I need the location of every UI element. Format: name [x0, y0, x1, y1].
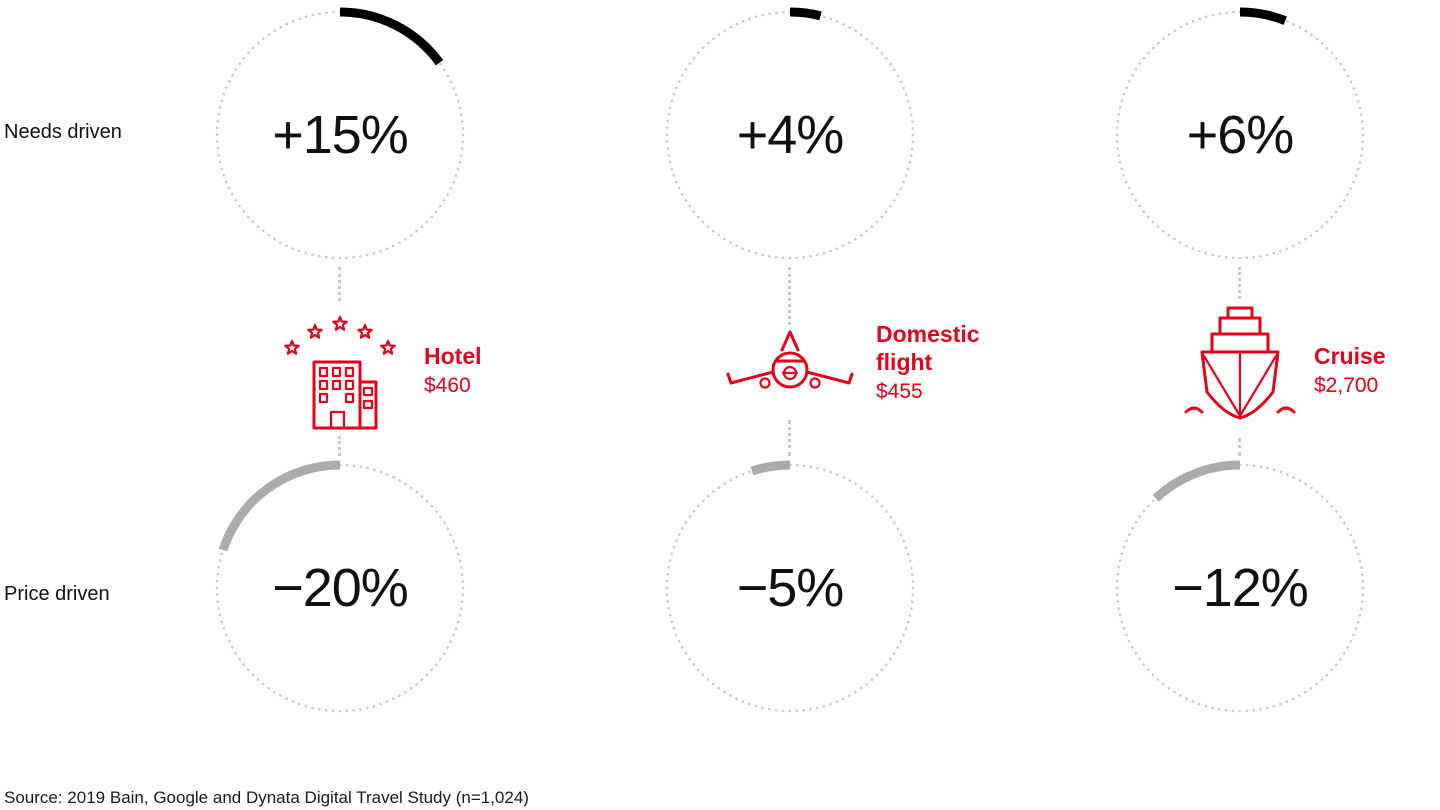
item-price: $2,700: [1314, 374, 1379, 398]
needs-gauge-cruise: +6%: [1110, 5, 1370, 265]
row-label-needs-driven: Needs driven: [4, 121, 122, 143]
price-gauge-arc-cruise: [1115, 460, 1365, 713]
cruise-ship-icon: [1184, 302, 1296, 436]
airplane-icon: [725, 326, 855, 418]
item-price: $455: [876, 380, 923, 404]
item-name: Cruise: [1314, 342, 1386, 369]
price-gauge-arc-flight: [665, 460, 915, 713]
price-gauge-flight: −5%: [660, 458, 920, 718]
price-gauge-hotel: −20%: [210, 458, 470, 718]
connector-line: [1238, 267, 1241, 299]
item-label-hotel: Hotel $460: [424, 342, 542, 398]
item-name: Hotel: [424, 342, 482, 369]
connector-line: [1238, 438, 1241, 456]
connector-line: [338, 267, 341, 301]
hotel-icon: [278, 302, 402, 434]
connector-line: [788, 267, 791, 325]
needs-gauge-flight: +4%: [660, 5, 920, 265]
connector-line: [788, 420, 791, 456]
needs-pct-flight: +4%: [736, 105, 845, 165]
item-label-flight: Domestic flight $455: [876, 320, 994, 404]
price-gauge-cruise: −12%: [1110, 458, 1370, 718]
needs-gauge-hotel: +15%: [210, 5, 470, 265]
needs-gauge-arc-cruise: [1115, 7, 1365, 260]
needs-gauge-arc-flight: [665, 7, 915, 260]
price-pct-cruise: −12%: [1172, 558, 1309, 618]
price-pct-flight: −5%: [736, 558, 845, 618]
needs-gauge-arc-hotel: [215, 7, 465, 260]
item-name: Domestic flight: [876, 320, 980, 375]
needs-pct-hotel: +15%: [272, 105, 409, 165]
source-note: Source: 2019 Bain, Google and Dynata Dig…: [4, 788, 529, 807]
connector-line: [338, 436, 341, 456]
needs-pct-cruise: +6%: [1186, 105, 1295, 165]
price-pct-hotel: −20%: [272, 558, 409, 618]
row-label-price-driven: Price driven: [4, 583, 110, 605]
price-gauge-arc-hotel: [215, 460, 465, 713]
item-label-cruise: Cruise $2,700: [1314, 342, 1432, 398]
item-price: $460: [424, 374, 471, 398]
